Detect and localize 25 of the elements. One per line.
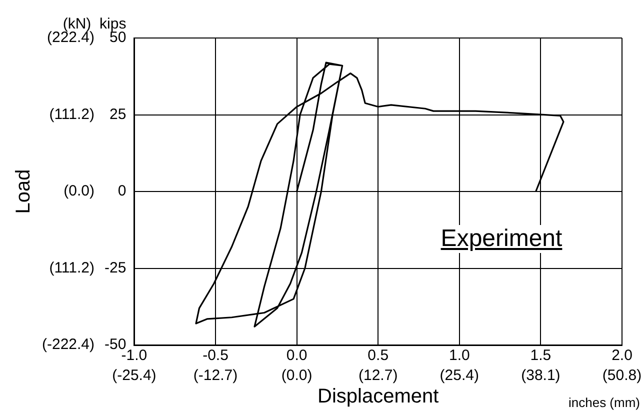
y-tick-label: (111.2): [49, 259, 95, 276]
x-tick-label: 1.0: [448, 347, 470, 364]
y-tick-label: (-222.4): [42, 336, 95, 354]
y2-tick-label: -50: [104, 336, 126, 354]
x2-tick-label: (-12.7): [193, 367, 238, 384]
x2-tick-label: (50.8): [602, 367, 642, 384]
y2-tick-label: 0: [118, 182, 126, 200]
y2-tick-label: -25: [104, 259, 126, 276]
x-tick-label: 1.5: [530, 347, 552, 364]
x2-tick-label: (12.7): [358, 367, 398, 384]
y2-tick-label: 25: [110, 106, 126, 123]
annotation: Experiment: [438, 225, 566, 254]
x-tick-label: 0.0: [286, 347, 308, 364]
x-tick-label: -0.5: [202, 347, 228, 364]
x2-tick-label: (38.1): [521, 367, 560, 384]
x2-tick-label: (0.0): [281, 367, 312, 384]
x-axis-title: Displacement: [318, 386, 440, 408]
x-tick-label: 0.5: [368, 347, 389, 364]
text: inches (mm): [568, 395, 640, 410]
x-tick-label: 2.0: [612, 347, 632, 364]
x2-tick-label: (25.4): [440, 367, 479, 384]
x2-tick-label: (-25.4): [112, 367, 156, 384]
y-axis-title: Load: [12, 169, 35, 214]
y-tick-label: (0.0): [64, 182, 95, 200]
y-tick-label: (111.2): [49, 106, 95, 123]
